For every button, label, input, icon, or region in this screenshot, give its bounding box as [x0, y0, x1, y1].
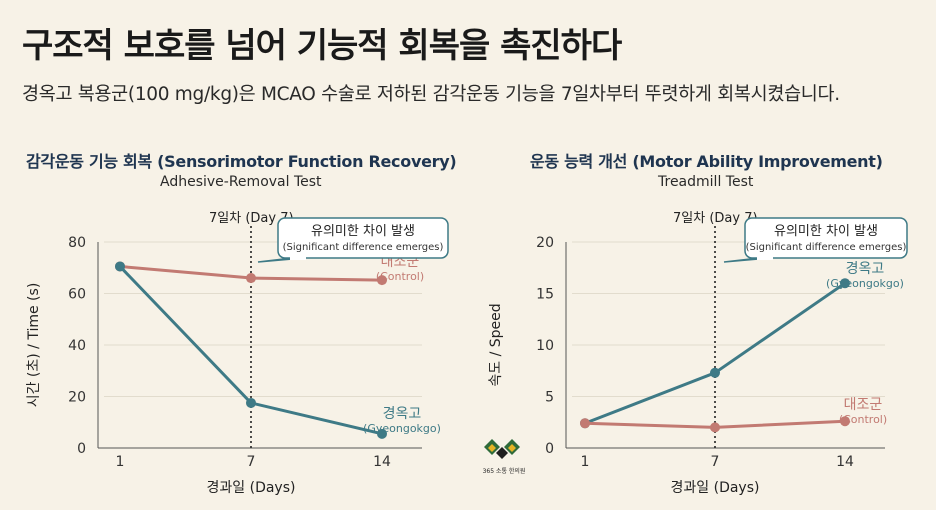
- page-title: 구조적 보호를 넘어 기능적 회복을 촉진하다: [22, 26, 622, 66]
- right-y-tick-label: 20: [536, 235, 554, 251]
- left-y-tick-label: 40: [68, 338, 86, 354]
- left-data-point: [115, 261, 125, 272]
- right-y-tick-label: 10: [536, 338, 554, 354]
- left-x-tick-label: 14: [373, 454, 391, 470]
- right-callout-text-en: (Significant difference emerges): [746, 242, 907, 253]
- page-subtitle: 경옥고 복용군(100 mg/kg)은 MCAO 수술로 저하된 감각운동 기능…: [22, 84, 840, 105]
- right-data-point: [840, 278, 850, 289]
- right-y-tick-label: 15: [536, 287, 554, 303]
- left-data-point: [377, 275, 387, 286]
- right-data-point: [710, 422, 720, 433]
- left-chart-title: 감각운동 기능 회복 (Sensorimotor Function Recove…: [26, 152, 457, 171]
- right-series-name: 경옥고: [846, 261, 885, 277]
- right-x-tick-label: 14: [836, 454, 854, 470]
- left-x-tick-label: 1: [116, 454, 125, 470]
- right-data-point: [580, 418, 590, 429]
- left-data-point: [377, 428, 387, 439]
- logo-text: 365 소통 한의원: [483, 467, 526, 475]
- right-callout-text-ko: 유의미한 차이 발생: [774, 224, 878, 239]
- left-y-tick-label: 60: [68, 287, 86, 303]
- left-x-tick-label: 7: [247, 454, 256, 470]
- right-x-axis-label: 경과일 (Days): [671, 480, 760, 496]
- right-chart-subtitle: Treadmill Test: [658, 174, 754, 190]
- right-data-point: [710, 367, 720, 378]
- right-y-axis-label: 속도 / Speed: [488, 303, 504, 386]
- right-callout-joint: [757, 255, 773, 260]
- left-chart-subtitle: Adhesive-Removal Test: [160, 174, 322, 190]
- left-callout-box: [277, 217, 449, 259]
- right-series-name-en: (Gyeongokgo): [826, 277, 904, 290]
- left-callout-text-en: (Significant difference emerges): [283, 242, 444, 253]
- right-day7-marker-label: 7일차 (Day 7): [673, 211, 758, 226]
- left-series-name: 경옥고: [383, 406, 422, 422]
- right-data-point: [840, 416, 850, 427]
- left-data-point: [246, 273, 256, 284]
- left-x-axis-label: 경과일 (Days): [207, 480, 296, 496]
- right-x-tick-label: 1: [581, 454, 590, 470]
- left-series-name-en: (Control): [376, 270, 424, 283]
- left-series-name-en: (Gyeongokgo): [363, 422, 441, 435]
- left-data-point: [246, 397, 256, 408]
- left-day7-marker-label: 7일차 (Day 7): [209, 211, 294, 226]
- left-y-tick-label: 80: [68, 235, 86, 251]
- right-series-name: 대조군: [844, 397, 883, 413]
- logo-diamond-icon: [484, 439, 520, 459]
- left-callout-joint: [290, 255, 306, 260]
- clinic-logo: 365 소통 한의원: [483, 439, 526, 475]
- right-x-tick-label: 7: [711, 454, 720, 470]
- right-callout-box: [744, 217, 908, 259]
- right-y-tick-label: 5: [545, 390, 554, 406]
- left-callout-text-ko: 유의미한 차이 발생: [311, 224, 415, 239]
- left-y-tick-label: 0: [77, 441, 86, 457]
- right-chart-title: 운동 능력 개선 (Motor Ability Improvement): [530, 152, 883, 171]
- right-series-name-en: (Control): [839, 413, 887, 426]
- left-y-axis-label: 시간 (초) / Time (s): [26, 283, 42, 408]
- left-y-tick-label: 20: [68, 390, 86, 406]
- right-y-tick-label: 0: [545, 441, 554, 457]
